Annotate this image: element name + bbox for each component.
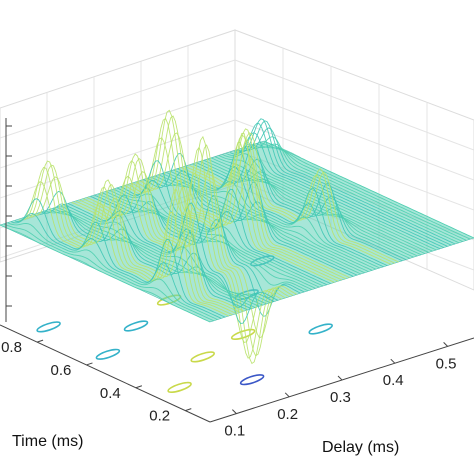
surface-mesh-line [109, 189, 320, 288]
surface-mesh-line [48, 209, 260, 307]
surface-mesh-line [263, 140, 474, 239]
surface-mesh-line [184, 128, 395, 264]
surface-mesh-line [33, 176, 245, 312]
surface-mesh-line [124, 137, 335, 283]
surface-mesh [0, 109, 474, 365]
surface-mesh-line [131, 109, 343, 281]
delay-tick [337, 375, 343, 381]
floor-contour [36, 321, 61, 333]
time-tick [135, 385, 143, 389]
time-tick-label: 0.8 [1, 339, 22, 356]
delay-tick [390, 358, 396, 364]
surface-mesh-line [146, 170, 358, 276]
time-tick [36, 339, 44, 343]
surface-mesh-line [105, 190, 316, 289]
surface-mesh-line [3, 223, 214, 322]
surface-mesh-line [177, 148, 388, 267]
surface-mesh-line [173, 165, 384, 268]
grid-line [234, 59, 474, 151]
surface-mesh-line [256, 143, 467, 241]
delay-tick [284, 392, 290, 398]
surface-mesh-line [101, 192, 312, 291]
delay-ticks: 0.1 0.2 0.3 0.4 0.5 [224, 342, 457, 440]
time-axis-title: Time (ms) [12, 433, 83, 450]
floor-contour [239, 374, 265, 386]
surface-mesh-line [241, 120, 452, 246]
surface-mesh-line [233, 122, 444, 249]
surface-mesh-line [260, 141, 471, 240]
time-ticks: 0.2 0.4 0.6 0.8 [1, 339, 192, 425]
surface-mesh-line [252, 143, 463, 243]
time-axis-line [0, 324, 211, 423]
z-axis [5, 118, 12, 322]
surface-mesh-line [120, 160, 331, 285]
delay-tick [443, 342, 448, 347]
floor-contour [230, 328, 256, 340]
surface-mesh-line [135, 115, 346, 280]
surface-mesh-line [165, 171, 377, 270]
time-tick [86, 362, 93, 366]
grid-line [0, 59, 236, 139]
delay-tick-label: 0.2 [277, 406, 298, 423]
floor-contour [190, 351, 215, 363]
surface-mesh-line [22, 166, 233, 316]
delay-tick-label: 0.4 [383, 372, 404, 389]
time-tick-label: 0.6 [51, 362, 72, 379]
surface-mesh-line [94, 194, 305, 299]
delay-tick-label: 0.3 [330, 389, 351, 406]
grid-line [0, 89, 236, 169]
surface-mesh-line [45, 210, 256, 309]
floor-contour [123, 320, 149, 332]
time-tick [185, 408, 192, 412]
grid-line [234, 89, 474, 181]
surface-mesh-line [116, 179, 328, 286]
surface-mesh-line [192, 144, 403, 262]
surface-mesh-line [63, 204, 275, 308]
surface-mesh-line [11, 212, 222, 319]
delay-tick-label: 0.5 [436, 355, 457, 372]
delay-tick [232, 409, 237, 414]
floor-contour [308, 323, 333, 335]
surface-mesh-line [37, 190, 248, 311]
surface-mesh-line [244, 127, 456, 245]
surface-mesh-line [52, 207, 263, 306]
surface-mesh-line [30, 164, 241, 313]
delay-tick-label: 0.1 [224, 423, 245, 440]
surface-mesh-line [237, 118, 448, 247]
surface-mesh-line [226, 143, 437, 251]
surface-mesh-line [248, 136, 460, 244]
time-tick-label: 0.4 [100, 385, 121, 402]
surface-mesh-line [41, 203, 252, 310]
surface-mesh-line [222, 153, 433, 252]
surface-mesh-line [169, 170, 380, 269]
surface-mesh-line [15, 198, 226, 318]
surface-mesh-line [0, 224, 211, 323]
surface-mesh-line [162, 172, 373, 271]
surface-mesh-line [180, 134, 392, 265]
surface-mesh-line [26, 160, 237, 315]
surface-mesh-line [7, 222, 218, 321]
time-tick-label: 0.2 [149, 408, 170, 425]
delay-axis-title: Delay (ms) [322, 439, 399, 456]
surface-mesh-line [127, 117, 339, 282]
surface-mesh-line [18, 181, 230, 317]
floor-contour [167, 381, 192, 393]
grid-line [0, 119, 236, 199]
surface-mesh-line [199, 160, 411, 259]
floor-contour [95, 348, 121, 360]
